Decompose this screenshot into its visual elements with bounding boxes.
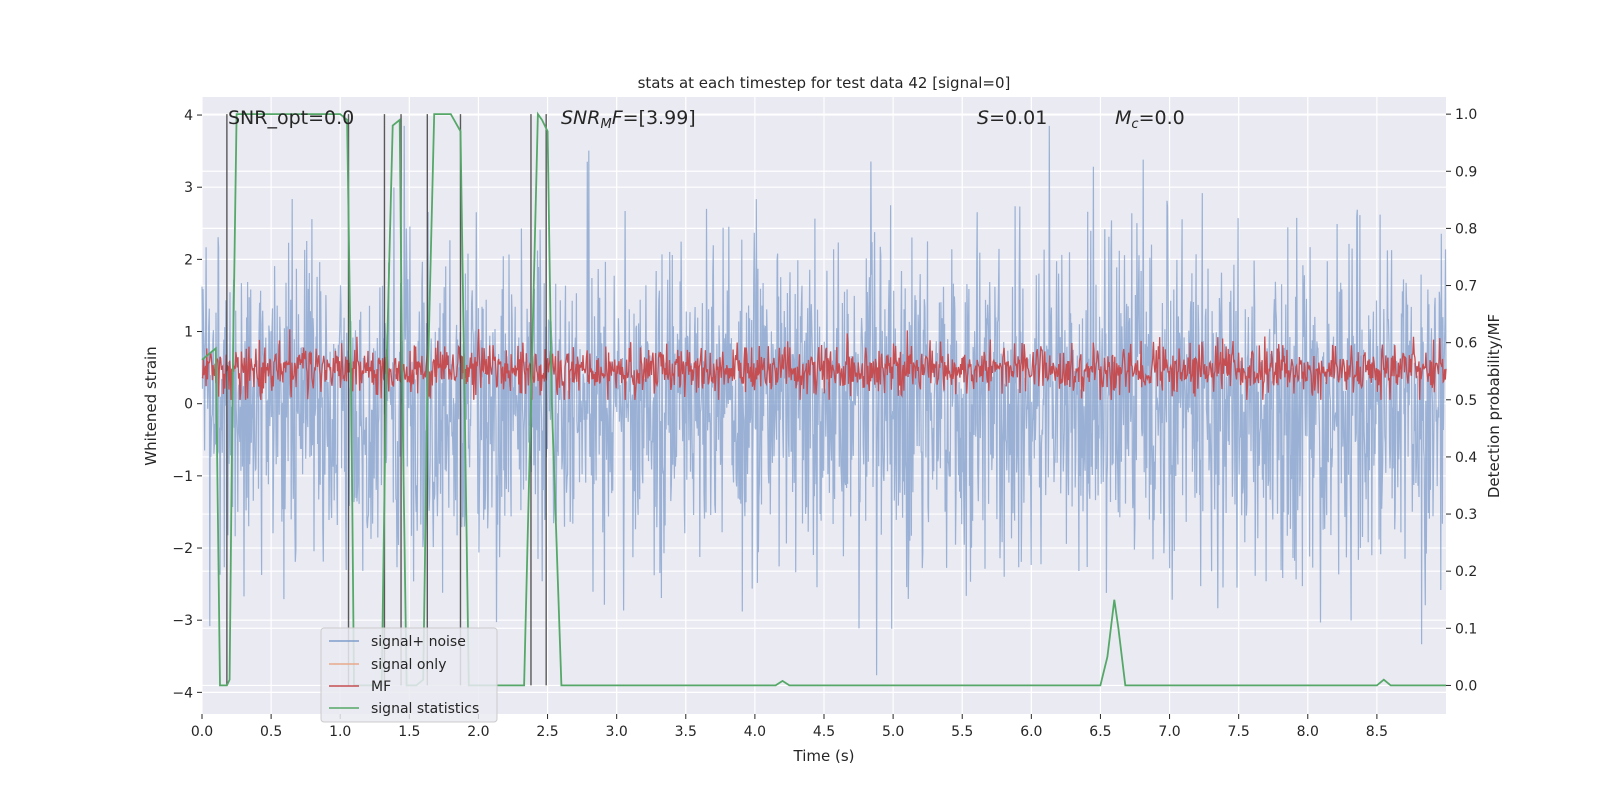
y-left-tick-label: −1 — [172, 469, 193, 485]
signal-noise-series — [201, 125, 1447, 676]
x-tick-label: 1.5 — [398, 724, 420, 740]
s-annotation: S=0.01 — [977, 107, 1047, 129]
x-tick-label: 8.0 — [1297, 724, 1319, 740]
x-tick-label: 4.5 — [813, 724, 835, 740]
x-tick-label: 4.0 — [744, 724, 766, 740]
legend-label-signal-noise: signal+ noise — [371, 634, 466, 650]
y-left-tick-label: 2 — [184, 252, 193, 268]
chart-title: stats at each timestep for test data 42 … — [638, 74, 1011, 92]
x-tick-label: 7.5 — [1228, 724, 1250, 740]
x-axis-label: Time (s) — [793, 747, 855, 765]
snr-mf-sub: M — [600, 117, 611, 132]
y-left-tick-label: 1 — [184, 325, 193, 341]
snr-opt-annotation: SNR_opt=0.0 — [228, 107, 354, 129]
x-tick-label: 3.5 — [675, 724, 697, 740]
y-right-tick-label: 0.0 — [1455, 678, 1477, 694]
x-tick-label: 1.0 — [329, 724, 351, 740]
snr-mf-annotation: SNRMF=[3.99] — [561, 107, 696, 132]
x-tick-label: 3.0 — [606, 724, 628, 740]
x-tick-label: 6.5 — [1089, 724, 1111, 740]
x-tick-label: 5.0 — [882, 724, 904, 740]
y-axis-label-right: Detection probability/MF — [1485, 314, 1503, 498]
y-right-tick-label: 0.9 — [1455, 164, 1477, 180]
x-tick-label: 0.5 — [260, 724, 282, 740]
mf-series — [201, 329, 1447, 400]
y-right-tick-label: 0.1 — [1455, 621, 1477, 637]
legend-item-mf: MF — [329, 679, 391, 695]
x-tick-label: 5.5 — [951, 724, 973, 740]
legend-label-mf: MF — [371, 679, 391, 695]
y-right-tick-label: 0.7 — [1455, 279, 1477, 295]
tick-labels: 0.0 0.5 1.0 1.5 2.0 2.5 3.0 3.5 4.0 4.5 5.0 5.5 6.0 6… — [172, 107, 1477, 740]
snr-mf-main: SNR — [561, 107, 600, 129]
mf-line — [201, 329, 1447, 400]
x-tick-label: 8.5 — [1366, 724, 1388, 740]
legend: signal+ noise signal only MF signal stat… — [320, 627, 498, 723]
y-left-tick-label: −4 — [172, 685, 193, 701]
y-left-tick-label: −2 — [172, 541, 193, 557]
y-right-tick-label: 0.3 — [1455, 507, 1477, 523]
snr-mf-f: F — [612, 107, 624, 129]
mc-sub: c — [1131, 117, 1138, 132]
mc-annotation: Mc=0.0 — [1115, 107, 1185, 132]
mc-main: M — [1115, 107, 1131, 129]
y-right-tick-label: 0.5 — [1455, 393, 1477, 409]
s-main: S — [977, 107, 989, 129]
y-left-tick-label: 0 — [184, 397, 193, 413]
legend-box — [320, 627, 498, 723]
x-tick-label: 6.0 — [1020, 724, 1042, 740]
legend-label-signal-statistics: signal statistics — [371, 701, 479, 717]
y-right-tick-label: 0.2 — [1455, 564, 1477, 580]
legend-item-signal-only: signal only — [329, 657, 446, 673]
legend-item-signal-noise: signal+ noise — [329, 634, 466, 650]
legend-item-signal-statistics: signal statistics — [329, 701, 479, 717]
y-left-tick-label: −3 — [172, 613, 193, 629]
signal-noise-line — [201, 125, 1447, 676]
legend-label-signal-only: signal only — [371, 657, 446, 673]
x-tick-label: 2.5 — [536, 724, 558, 740]
y-right-tick-label: 0.6 — [1455, 336, 1477, 352]
y-left-tick-label: 4 — [184, 108, 193, 124]
x-tick-label: 7.0 — [1158, 724, 1180, 740]
y-axis-label-left: Whitened strain — [142, 346, 160, 465]
x-tick-label: 2.0 — [467, 724, 489, 740]
y-left-tick-label: 3 — [184, 180, 193, 196]
snr-mf-value: =[3.99] — [623, 107, 696, 129]
annotations: SNR_opt=0.0 SNRMF=[3.99] S=0.01 Mc=0.0 — [228, 107, 1185, 132]
y-right-tick-label: 0.8 — [1455, 221, 1477, 237]
x-tick-label: 0.0 — [191, 724, 213, 740]
y-right-tick-label: 1.0 — [1455, 107, 1477, 123]
y-right-tick-label: 0.4 — [1455, 450, 1477, 466]
s-value: =0.01 — [989, 107, 1047, 129]
mc-value: =0.0 — [1139, 107, 1185, 129]
